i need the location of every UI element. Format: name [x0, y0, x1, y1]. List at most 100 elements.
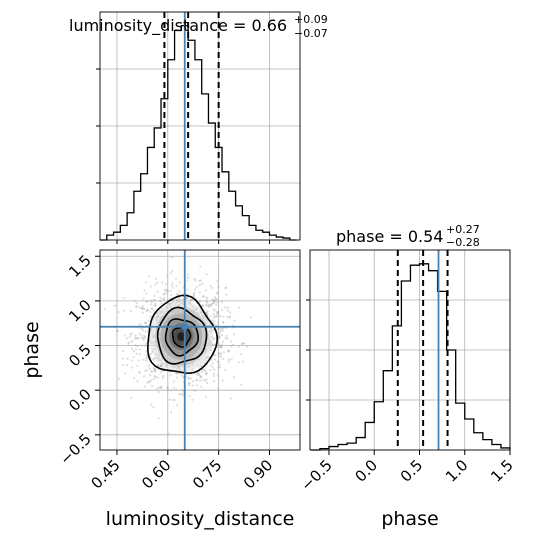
joint-sample-point	[199, 265, 202, 268]
joint-sample-point	[195, 285, 198, 288]
joint-sample-point	[200, 375, 203, 378]
joint-sample-point	[150, 300, 154, 303]
joint-sample-point	[121, 363, 124, 367]
joint-sample-point	[117, 311, 120, 314]
joint-sample-point	[161, 376, 165, 380]
joint-sample-point	[166, 386, 169, 389]
luminosity-distance-title-upper-error: +0.09	[294, 13, 328, 26]
joint-sample-point	[238, 345, 241, 348]
joint-sample-point	[172, 286, 175, 289]
x-axis-label-phase: phase	[381, 508, 438, 530]
joint-sample-point	[127, 341, 130, 344]
histogram-bin	[383, 371, 392, 450]
joint-sample-point	[226, 309, 229, 312]
joint-sample-point	[216, 301, 219, 304]
joint-sample-point	[218, 343, 221, 346]
joint-sample-point	[209, 369, 212, 372]
joint-sample-point	[221, 357, 225, 360]
joint-sample-point	[163, 292, 166, 295]
joint-sample-point	[143, 385, 146, 388]
joint-sample-point	[145, 300, 148, 303]
joint-sample-point	[150, 403, 153, 406]
phase-histogram-grid	[310, 250, 511, 450]
joint-sample-point	[198, 300, 202, 303]
joint-sample-point	[177, 297, 181, 300]
joint-sample-point	[160, 365, 163, 368]
joint-sample-point	[219, 345, 223, 348]
joint-sample-point	[151, 307, 154, 310]
joint-sample-point	[189, 298, 192, 302]
joint-sample-point	[157, 363, 160, 366]
joint-sample-point	[222, 321, 225, 324]
joint-sample-point	[203, 361, 206, 365]
joint-sample-point	[145, 281, 148, 284]
joint-sample-point	[142, 339, 145, 342]
joint-sample-point	[146, 309, 149, 312]
joint-sample-point	[138, 353, 141, 356]
joint-sample-point	[152, 406, 155, 409]
joint-sample-point	[154, 369, 157, 372]
joint-sample-point	[149, 315, 152, 318]
joint-sample-point	[174, 388, 178, 391]
joint-sample-point	[217, 327, 221, 330]
joint-sample-point	[213, 319, 216, 322]
joint-sample-point	[154, 302, 157, 305]
joint-sample-point	[211, 361, 215, 365]
joint-sample-point	[147, 364, 151, 367]
joint-sample-point	[171, 282, 174, 285]
joint-sample-point	[205, 300, 208, 303]
phase-title-main: phase = 0.54	[336, 227, 443, 246]
joint-truth-point	[181, 323, 189, 331]
joint-sample-point	[154, 283, 157, 286]
joint-sample-point	[141, 304, 144, 308]
joint-sample-point	[130, 366, 134, 369]
joint-sample-point	[144, 330, 147, 333]
luminosity-distance-title-lower-error: −0.07	[294, 27, 328, 40]
joint-sample-point	[219, 345, 222, 349]
histogram-bin	[256, 230, 263, 240]
joint-sample-point	[175, 372, 178, 375]
joint-sample-point	[203, 368, 206, 371]
histogram-bin	[161, 99, 168, 240]
joint-sample-point	[148, 381, 151, 384]
joint-sample-point	[192, 292, 196, 295]
joint-sample-point	[186, 297, 189, 300]
joint-sample-point	[133, 337, 137, 340]
joint-sample-point	[228, 349, 231, 352]
joint-sample-point	[170, 293, 173, 297]
phase-histogram-panel: −0.5 0.0 0.5 1.0 1.5 phase = 0.54 +0.27 −0.2…	[297, 223, 516, 495]
joint-sample-point	[206, 301, 209, 304]
joint-sample-point	[164, 282, 167, 285]
phase-histogram-bars	[310, 263, 511, 451]
joint-sample-point	[205, 303, 208, 307]
joint-sample-point	[214, 323, 218, 326]
phase-title: phase = 0.54	[336, 227, 443, 246]
joint-sample-point	[97, 332, 99, 334]
joint-sample-point	[211, 302, 214, 305]
joint-sample-point	[205, 297, 208, 300]
joint-sample-point	[192, 294, 196, 297]
joint-sample-point	[225, 334, 228, 338]
joint-sample-point	[204, 379, 207, 382]
joint-sample-point	[229, 344, 232, 348]
joint-sample-point	[213, 309, 216, 312]
joint-sample-point	[221, 308, 224, 312]
joint-sample-point	[141, 307, 144, 310]
histogram-bin	[329, 447, 338, 450]
joint-sample-point	[213, 314, 216, 318]
joint-sample-point	[199, 379, 202, 382]
joint-sample-point	[241, 360, 245, 363]
joint-sample-point	[186, 279, 189, 282]
joint-sample-point	[204, 395, 207, 398]
joint-sample-point	[117, 377, 121, 380]
joint-sample-point	[156, 290, 159, 293]
joint-sample-point	[144, 369, 147, 372]
joint-sample-point	[213, 358, 217, 361]
joint-sample-point	[204, 289, 208, 292]
joint-sample-point	[113, 304, 117, 307]
joint-sample-point	[217, 285, 220, 289]
joint-sample-point	[193, 277, 196, 281]
joint-distribution-truth-lines	[100, 250, 300, 450]
joint-sample-point	[216, 280, 219, 283]
joint-sample-point	[191, 384, 194, 387]
